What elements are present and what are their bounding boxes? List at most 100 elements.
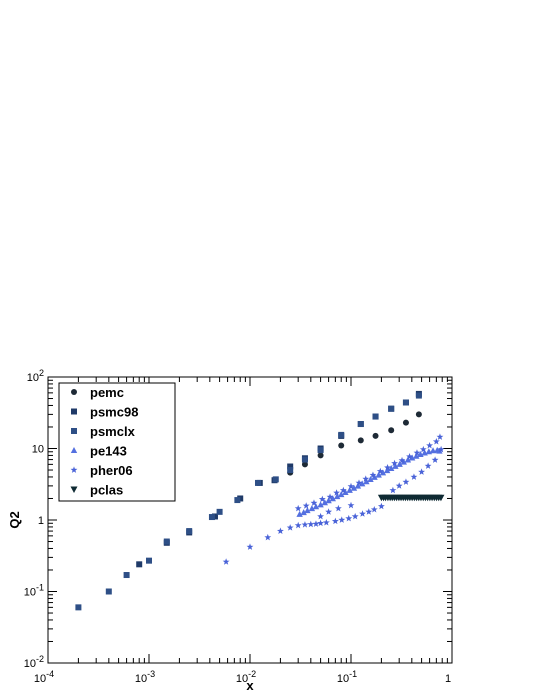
pher06-point — [345, 514, 353, 522]
y-axis-title: Q2 — [7, 511, 22, 528]
legend-marker-psmc98 — [71, 408, 77, 415]
pe143-point — [392, 462, 399, 469]
pe143-point — [363, 478, 370, 485]
pe143-point — [436, 447, 443, 454]
pher06-point — [302, 502, 310, 509]
pher06-point — [424, 462, 432, 469]
pemc-point — [372, 432, 379, 439]
pe143-point — [321, 499, 328, 506]
y-tick-label: 10 — [32, 444, 44, 456]
pemc-point — [317, 452, 324, 459]
pher06-point — [222, 558, 230, 565]
pher06-point — [246, 543, 254, 550]
pher06-point — [377, 502, 385, 510]
pher06-point — [307, 520, 315, 528]
psmclx-point — [146, 557, 152, 564]
legend-label-pemc: pemc — [90, 385, 124, 400]
pher06-point — [318, 495, 326, 503]
pe143-point — [404, 456, 412, 463]
pher06-point — [398, 456, 406, 464]
pher06-point — [301, 521, 309, 528]
legend-marker-pemc — [71, 389, 77, 395]
pher06-point — [294, 521, 302, 529]
pher06-point — [317, 519, 325, 527]
pemc-point — [338, 442, 345, 449]
pe143-point — [333, 493, 341, 500]
psmclx-point — [163, 538, 170, 545]
data-points — [75, 390, 445, 611]
pher06-point — [418, 468, 426, 475]
pe143-point — [296, 510, 303, 517]
pe143-point — [400, 458, 407, 465]
pemc-point — [402, 419, 409, 426]
pher06-point — [389, 486, 397, 494]
pher06-point — [355, 479, 363, 486]
pe143-point — [375, 471, 382, 478]
pe143-point — [408, 454, 416, 461]
pe143-point — [413, 452, 420, 459]
psmclx-point — [105, 588, 112, 595]
pclas-point — [437, 494, 445, 502]
pe143-point — [325, 497, 332, 504]
pher06-point — [395, 482, 403, 489]
psmclx-point — [123, 572, 130, 579]
pher06-point — [347, 482, 355, 490]
pher06-point — [391, 459, 398, 467]
x-tick-label: 1 — [445, 673, 451, 685]
psmclx-point — [75, 604, 82, 611]
pher06-point — [402, 478, 410, 485]
pe143-point — [350, 484, 358, 491]
pe143-point — [367, 476, 374, 483]
pher06-point — [384, 464, 391, 471]
psmclx-point — [402, 399, 409, 406]
pher06-point — [436, 433, 444, 440]
pher06-point — [339, 486, 347, 494]
pher06-point — [365, 508, 373, 515]
pher06-point — [431, 456, 439, 463]
legend-box — [58, 382, 176, 502]
pher06-point — [294, 504, 302, 512]
pe143-point — [342, 489, 349, 496]
pher06-point — [326, 493, 334, 500]
pher06-point — [419, 445, 427, 453]
pe143-point — [308, 505, 316, 512]
pe143-point — [379, 469, 387, 476]
pemc-point — [301, 461, 308, 468]
pher06-point — [286, 524, 294, 531]
psmclx-point — [216, 508, 223, 515]
pher06-point — [406, 453, 413, 460]
psmc98-point — [136, 561, 143, 568]
x-axis-title: x — [246, 678, 254, 693]
pher06-point — [331, 517, 339, 525]
psmclx-point — [388, 405, 395, 412]
pemc-point — [357, 437, 364, 444]
pher06-point — [264, 533, 272, 541]
pemc-point — [388, 427, 395, 434]
psmclx-point — [415, 392, 422, 399]
pher06-point — [370, 505, 378, 513]
pher06-point — [369, 471, 377, 478]
pher06-point — [351, 512, 359, 520]
legend-marker-pe143 — [70, 447, 78, 453]
pe143-point — [338, 491, 345, 498]
pemc-point — [415, 411, 422, 418]
legend-label-pclas: pclas — [90, 483, 123, 498]
psmclx-point — [357, 421, 364, 428]
axis-ticks — [47, 377, 452, 664]
pe143-point — [312, 503, 320, 510]
legend-marker-pher06 — [70, 466, 78, 473]
pher06-point — [334, 504, 342, 512]
pe143-point — [429, 447, 437, 454]
legend-label-psmc98: psmc98 — [90, 405, 138, 420]
pe143-point — [346, 486, 353, 493]
pe143-point — [396, 460, 403, 467]
pher06-point — [376, 467, 384, 475]
pher06-point — [276, 527, 284, 534]
legend-label-psmclx: psmclx — [90, 424, 136, 439]
pher06-point — [426, 441, 434, 449]
psmclx-point — [272, 476, 279, 483]
psmclx-point — [234, 497, 241, 504]
pe143-point — [317, 501, 324, 508]
pher06-point — [310, 499, 318, 506]
pher06-point — [333, 489, 341, 496]
